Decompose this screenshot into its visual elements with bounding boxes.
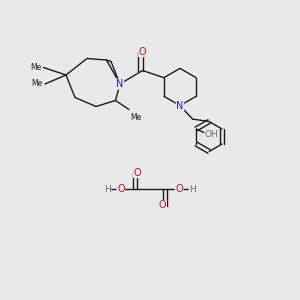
Text: O: O xyxy=(117,184,125,194)
Text: Me: Me xyxy=(31,80,43,88)
Text: Me: Me xyxy=(30,63,41,72)
Text: O: O xyxy=(159,200,167,211)
Text: OH: OH xyxy=(205,130,219,139)
Text: Me: Me xyxy=(130,113,142,122)
Text: N: N xyxy=(116,79,124,89)
Text: N: N xyxy=(176,100,184,111)
Text: H: H xyxy=(104,184,111,194)
Text: H: H xyxy=(189,184,196,194)
Text: O: O xyxy=(134,167,141,178)
Text: O: O xyxy=(175,184,183,194)
Text: O: O xyxy=(139,46,146,57)
